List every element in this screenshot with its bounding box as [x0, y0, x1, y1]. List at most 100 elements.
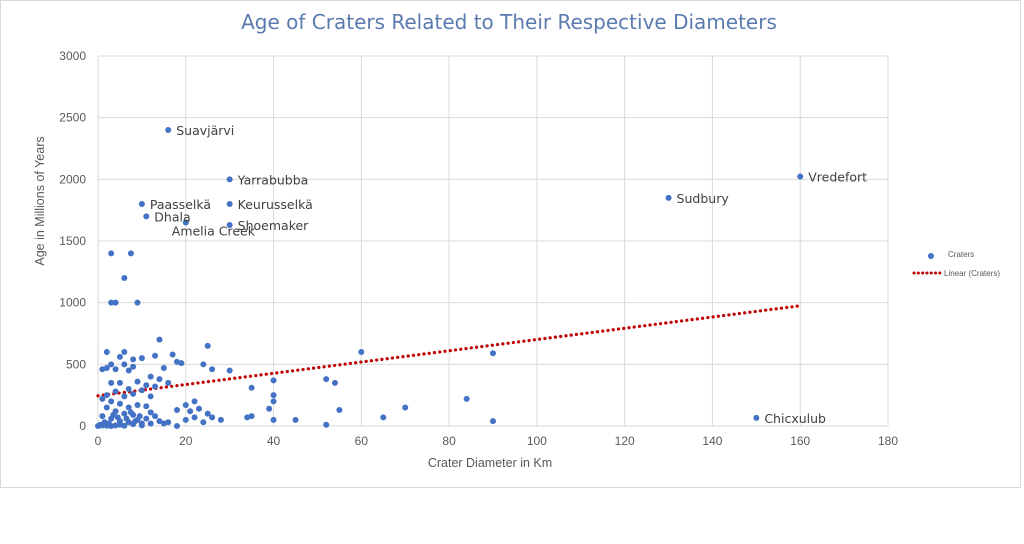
data-point — [226, 367, 233, 374]
data-point — [147, 420, 154, 427]
data-point — [121, 410, 128, 417]
data-point — [96, 422, 103, 429]
data-point — [99, 413, 106, 420]
y-tick-label: 2500 — [59, 111, 86, 125]
data-point — [200, 419, 207, 426]
data-point — [178, 360, 185, 367]
data-point — [143, 403, 150, 410]
data-point — [182, 219, 189, 226]
trendline-layer — [96, 304, 802, 398]
x-axis-title: Crater Diameter in Km — [428, 456, 552, 470]
y-tick-label: 500 — [66, 357, 86, 371]
data-point — [125, 386, 132, 392]
data-point — [217, 416, 224, 423]
data-point — [123, 415, 130, 422]
data-point — [323, 376, 330, 383]
data-point — [108, 299, 115, 306]
y-tick-label: 1500 — [59, 234, 86, 248]
point-label: Vredefort — [808, 169, 867, 184]
x-tick-label: 20 — [179, 434, 193, 448]
data-point — [114, 414, 121, 421]
data-point — [490, 418, 496, 425]
data-point — [112, 388, 119, 395]
data-point — [108, 379, 115, 386]
data-point — [127, 409, 134, 416]
data-point — [110, 411, 117, 418]
data-point — [130, 363, 137, 370]
data-point — [226, 221, 233, 228]
data-point — [152, 383, 159, 390]
data-point — [797, 173, 804, 180]
data-point — [136, 413, 143, 420]
grid-lines — [97, 55, 889, 427]
data-point — [121, 361, 128, 368]
point-label: Sudbury — [677, 191, 730, 206]
data-point — [138, 201, 145, 207]
data-point — [165, 379, 172, 386]
legend-marker-craters — [928, 253, 934, 259]
chart-title: Age of Craters Related to Their Respecti… — [241, 10, 777, 34]
data-point — [292, 416, 299, 423]
point-label: Dhala — [154, 209, 190, 224]
x-tick-label: 40 — [267, 434, 281, 448]
data-point — [105, 420, 112, 427]
data-point — [490, 350, 496, 357]
data-point — [116, 353, 123, 360]
data-point — [116, 400, 123, 407]
x-tick-label: 80 — [442, 434, 456, 448]
y-tick-label: 3000 — [59, 49, 86, 63]
point-label: Suavjärvi — [176, 123, 234, 138]
data-point — [182, 416, 189, 423]
x-tick-label: 0 — [95, 434, 102, 448]
x-tick-label: 100 — [527, 434, 547, 448]
x-tick-label: 160 — [790, 434, 810, 448]
data-point — [130, 356, 137, 363]
data-point — [174, 423, 180, 429]
data-point — [169, 351, 176, 358]
data-points — [95, 127, 804, 429]
data-point — [103, 404, 110, 411]
data-point — [160, 365, 167, 372]
data-point — [463, 395, 470, 402]
data-point — [125, 404, 132, 411]
data-point — [191, 398, 198, 405]
point-label: Shoemaker — [238, 218, 310, 233]
data-point — [156, 336, 163, 343]
data-point — [143, 213, 150, 220]
data-point — [165, 127, 172, 133]
x-tick-label: 180 — [878, 434, 898, 448]
data-point — [226, 201, 233, 207]
data-point — [138, 422, 145, 429]
data-point — [103, 349, 110, 355]
data-point — [132, 418, 139, 425]
legend-label-craters: Craters — [948, 250, 974, 259]
data-point — [402, 404, 409, 411]
data-point — [138, 355, 145, 362]
data-point — [99, 395, 106, 402]
data-point — [323, 421, 330, 428]
data-point — [112, 366, 119, 373]
data-point — [134, 402, 141, 409]
data-point — [143, 415, 150, 422]
data-point — [270, 392, 277, 399]
data-point — [204, 410, 211, 417]
data-point — [358, 349, 365, 355]
data-point — [108, 398, 115, 405]
data-point — [209, 414, 216, 421]
data-point — [204, 342, 211, 349]
data-point — [125, 367, 132, 374]
y-tick-label: 0 — [79, 419, 86, 433]
data-point — [134, 299, 141, 306]
data-point — [138, 387, 145, 394]
data-point — [336, 406, 343, 413]
data-point — [134, 378, 141, 385]
data-point — [147, 409, 154, 416]
data-point — [127, 250, 134, 257]
y-axis-title: Age in Millions of Years — [33, 136, 47, 265]
tick-labels: 0 20 40 60 80 100 120 140 160 180 0 500 1000 1500 2000… — [59, 49, 898, 448]
x-tick-label: 140 — [702, 434, 722, 448]
legend: Craters Linear (Craters) — [912, 250, 1000, 278]
data-point — [174, 406, 180, 413]
data-point — [248, 384, 255, 391]
